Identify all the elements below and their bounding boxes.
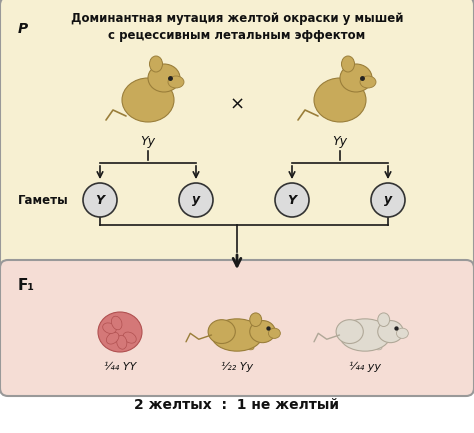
- Ellipse shape: [378, 320, 403, 343]
- Ellipse shape: [149, 56, 163, 72]
- Ellipse shape: [148, 64, 180, 92]
- Ellipse shape: [250, 320, 275, 343]
- Ellipse shape: [106, 332, 119, 344]
- Text: Гаметы: Гаметы: [18, 194, 69, 207]
- Ellipse shape: [247, 346, 254, 350]
- Ellipse shape: [366, 346, 373, 351]
- Circle shape: [275, 183, 309, 217]
- Ellipse shape: [355, 345, 362, 349]
- Text: ½₂ Yy: ½₂ Yy: [221, 362, 253, 372]
- Ellipse shape: [250, 313, 262, 326]
- Ellipse shape: [339, 319, 391, 351]
- Text: Доминантная мутация желтой окраски у мышей
с рецессивным летальным эффектом: Доминантная мутация желтой окраски у мыш…: [71, 12, 403, 42]
- Ellipse shape: [268, 328, 280, 339]
- Circle shape: [179, 183, 213, 217]
- Ellipse shape: [168, 76, 184, 88]
- Ellipse shape: [103, 323, 116, 333]
- Ellipse shape: [227, 345, 234, 349]
- Text: 2 желтых  :  1 не желтый: 2 желтых : 1 не желтый: [135, 398, 339, 412]
- Ellipse shape: [360, 76, 376, 88]
- Ellipse shape: [123, 332, 136, 343]
- Ellipse shape: [117, 335, 127, 349]
- Text: Yy: Yy: [140, 135, 155, 148]
- Ellipse shape: [340, 64, 372, 92]
- Ellipse shape: [378, 313, 390, 326]
- Ellipse shape: [341, 56, 355, 72]
- FancyBboxPatch shape: [0, 0, 474, 268]
- Ellipse shape: [211, 319, 263, 351]
- Text: ¼₄ yy: ¼₄ yy: [349, 362, 381, 372]
- Ellipse shape: [111, 316, 122, 330]
- Text: ¼₄ YY: ¼₄ YY: [104, 362, 136, 372]
- Text: Y: Y: [288, 194, 297, 207]
- Text: y: y: [192, 194, 200, 207]
- Ellipse shape: [375, 346, 382, 350]
- Ellipse shape: [98, 312, 142, 352]
- Ellipse shape: [208, 320, 235, 343]
- FancyBboxPatch shape: [0, 260, 474, 396]
- Circle shape: [371, 183, 405, 217]
- Ellipse shape: [122, 78, 174, 122]
- Ellipse shape: [238, 346, 245, 351]
- Text: F₁: F₁: [18, 278, 35, 293]
- Circle shape: [83, 183, 117, 217]
- Ellipse shape: [314, 78, 366, 122]
- Ellipse shape: [396, 328, 408, 339]
- Text: Y: Y: [95, 194, 104, 207]
- Text: P: P: [18, 22, 28, 36]
- Text: ×: ×: [229, 96, 245, 114]
- Ellipse shape: [336, 320, 363, 343]
- Text: y: y: [384, 194, 392, 207]
- Text: Yy: Yy: [332, 135, 347, 148]
